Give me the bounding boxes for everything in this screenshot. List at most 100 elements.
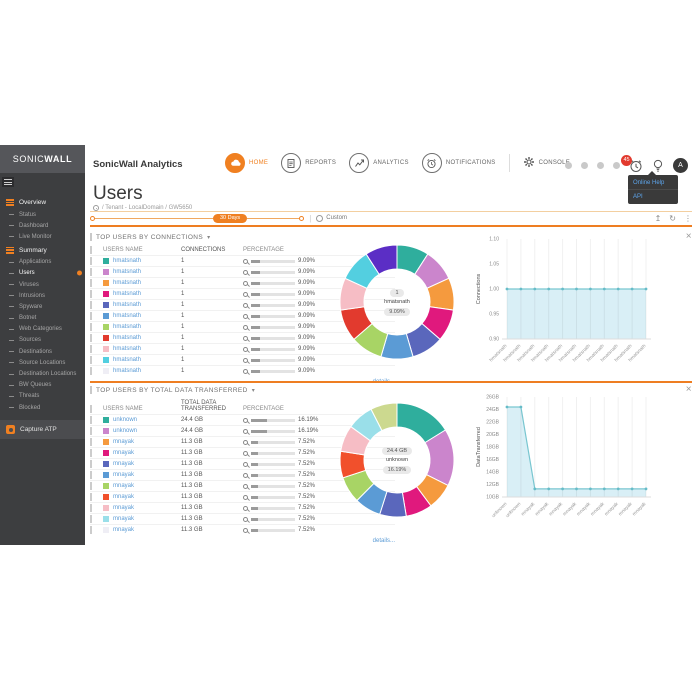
data-point[interactable] xyxy=(589,287,592,291)
row-checkbox[interactable] xyxy=(90,427,92,435)
nav-reports[interactable]: REPORTS xyxy=(281,153,336,173)
user-link[interactable]: hmatsnath xyxy=(113,368,142,374)
more-options-icon[interactable]: ⋮ xyxy=(684,213,692,223)
sidebar-item-intrusions[interactable]: Intrusions xyxy=(0,290,85,301)
help-lightbulb-icon[interactable] xyxy=(652,159,664,173)
magnifier-icon[interactable] xyxy=(243,472,248,478)
row-checkbox[interactable] xyxy=(90,290,92,298)
user-link[interactable]: hmatsnath xyxy=(113,346,142,352)
row-checkbox[interactable] xyxy=(90,438,92,446)
data-point[interactable] xyxy=(505,405,509,409)
row-checkbox[interactable] xyxy=(90,334,92,342)
data-point[interactable] xyxy=(547,487,551,491)
chevron-down-icon[interactable]: ▾ xyxy=(251,387,256,394)
slider-start-handle[interactable] xyxy=(90,215,95,221)
user-link[interactable]: hmatsnath xyxy=(113,313,142,319)
row-checkbox[interactable] xyxy=(90,345,92,353)
data-point[interactable] xyxy=(561,287,564,291)
nav-analytics[interactable]: ANALYTICS xyxy=(349,153,409,173)
row-checkbox[interactable] xyxy=(90,416,92,424)
row-checkbox[interactable] xyxy=(90,515,92,523)
sidebar-item-users[interactable]: Users xyxy=(0,268,85,279)
magnifier-icon[interactable] xyxy=(243,357,248,363)
row-checkbox[interactable] xyxy=(90,301,92,309)
sidebar-item-destination-locations[interactable]: Destination Locations xyxy=(0,368,85,379)
row-checkbox[interactable] xyxy=(90,323,92,331)
magnifier-icon[interactable] xyxy=(243,428,248,434)
user-link[interactable]: hmatsnath xyxy=(113,269,142,275)
magnifier-icon[interactable] xyxy=(243,280,248,286)
row-checkbox[interactable] xyxy=(90,482,92,490)
slider-end-handle[interactable] xyxy=(299,215,305,221)
sidebar-item-sources[interactable]: Sources xyxy=(0,335,85,346)
slider-track[interactable] xyxy=(247,217,300,219)
data-point[interactable] xyxy=(561,487,564,491)
data-point[interactable] xyxy=(630,487,634,491)
data-point[interactable] xyxy=(533,487,537,491)
magnifier-icon[interactable] xyxy=(243,483,248,489)
user-link[interactable]: mnayak xyxy=(113,527,135,533)
magnifier-icon[interactable] xyxy=(243,461,248,467)
row-checkbox[interactable] xyxy=(90,279,92,287)
row-checkbox[interactable] xyxy=(90,257,92,265)
data-point[interactable] xyxy=(533,287,537,291)
user-link[interactable]: hmatsnath xyxy=(113,357,142,363)
user-link[interactable]: mnayak xyxy=(113,494,135,500)
magnifier-icon[interactable] xyxy=(243,439,248,445)
magnifier-icon[interactable] xyxy=(243,302,248,308)
select-all-checkbox[interactable] xyxy=(90,405,92,413)
user-link[interactable]: hmatsnath xyxy=(113,335,142,341)
row-checkbox[interactable] xyxy=(90,493,92,501)
donut-segment[interactable] xyxy=(365,244,398,275)
magnifier-icon[interactable] xyxy=(243,505,248,511)
close-icon[interactable]: × xyxy=(685,384,692,395)
user-link[interactable]: hmatsnath xyxy=(113,280,142,286)
sidebar-item-dashboard[interactable]: Dashboard xyxy=(0,220,85,231)
user-link[interactable]: mnayak xyxy=(113,472,135,478)
data-point[interactable] xyxy=(602,287,606,291)
sidebar-item-applications[interactable]: Applications xyxy=(0,257,85,268)
status-dot-icon[interactable] xyxy=(613,162,620,169)
sidebar-item-blocked[interactable]: Blocked xyxy=(0,402,85,413)
user-link[interactable]: hmatsnath xyxy=(113,258,142,264)
row-checkbox[interactable] xyxy=(90,504,92,512)
user-link[interactable]: unknown xyxy=(113,428,138,434)
magnifier-icon[interactable] xyxy=(243,346,248,352)
magnifier-icon[interactable] xyxy=(243,313,248,319)
magnifier-icon[interactable] xyxy=(243,291,248,297)
sidebar-item-source-locations[interactable]: Source Locations xyxy=(0,357,85,368)
sidebar-item-viruses[interactable]: Viruses xyxy=(0,279,85,290)
row-checkbox[interactable] xyxy=(90,471,92,479)
magnifier-icon[interactable] xyxy=(243,324,248,330)
user-avatar[interactable]: A xyxy=(673,158,688,173)
user-link[interactable]: mnayak xyxy=(113,439,135,445)
row-checkbox[interactable] xyxy=(90,526,92,534)
nav-console[interactable]: CONSOLE xyxy=(523,156,570,170)
data-point[interactable] xyxy=(519,287,523,291)
nav-notifications[interactable]: NOTIFICATIONS xyxy=(421,153,496,173)
time-range-pill[interactable]: 30 Days xyxy=(213,213,248,223)
magnifier-icon[interactable] xyxy=(243,527,248,533)
connections-donut-chart[interactable]: 1 hmatsnath 9.09% xyxy=(332,237,462,367)
user-link[interactable]: mnayak xyxy=(113,450,135,456)
help-menu-api[interactable]: API xyxy=(628,189,678,203)
row-checkbox[interactable] xyxy=(90,460,92,468)
data-point[interactable] xyxy=(589,487,592,491)
details-link[interactable]: details... xyxy=(372,538,395,544)
nav-home[interactable]: HOME xyxy=(225,153,268,173)
row-checkbox[interactable] xyxy=(90,449,92,457)
slider-track[interactable] xyxy=(95,217,213,219)
close-icon[interactable]: × xyxy=(685,231,692,242)
sidebar-item-botnet[interactable]: Botnet xyxy=(0,313,85,324)
magnifier-icon[interactable] xyxy=(243,450,248,456)
magnifier-icon[interactable] xyxy=(243,417,248,423)
export-icon[interactable]: ↥ xyxy=(654,213,662,223)
user-link[interactable]: mnayak xyxy=(113,516,135,522)
row-checkbox[interactable] xyxy=(90,367,92,375)
user-link[interactable]: hmatsnath xyxy=(113,302,142,308)
data-point[interactable] xyxy=(602,487,606,491)
magnifier-icon[interactable] xyxy=(243,269,248,275)
magnifier-icon[interactable] xyxy=(243,368,248,374)
data-point[interactable] xyxy=(630,287,634,291)
alerts-clock-icon[interactable]: 45 xyxy=(621,154,643,173)
